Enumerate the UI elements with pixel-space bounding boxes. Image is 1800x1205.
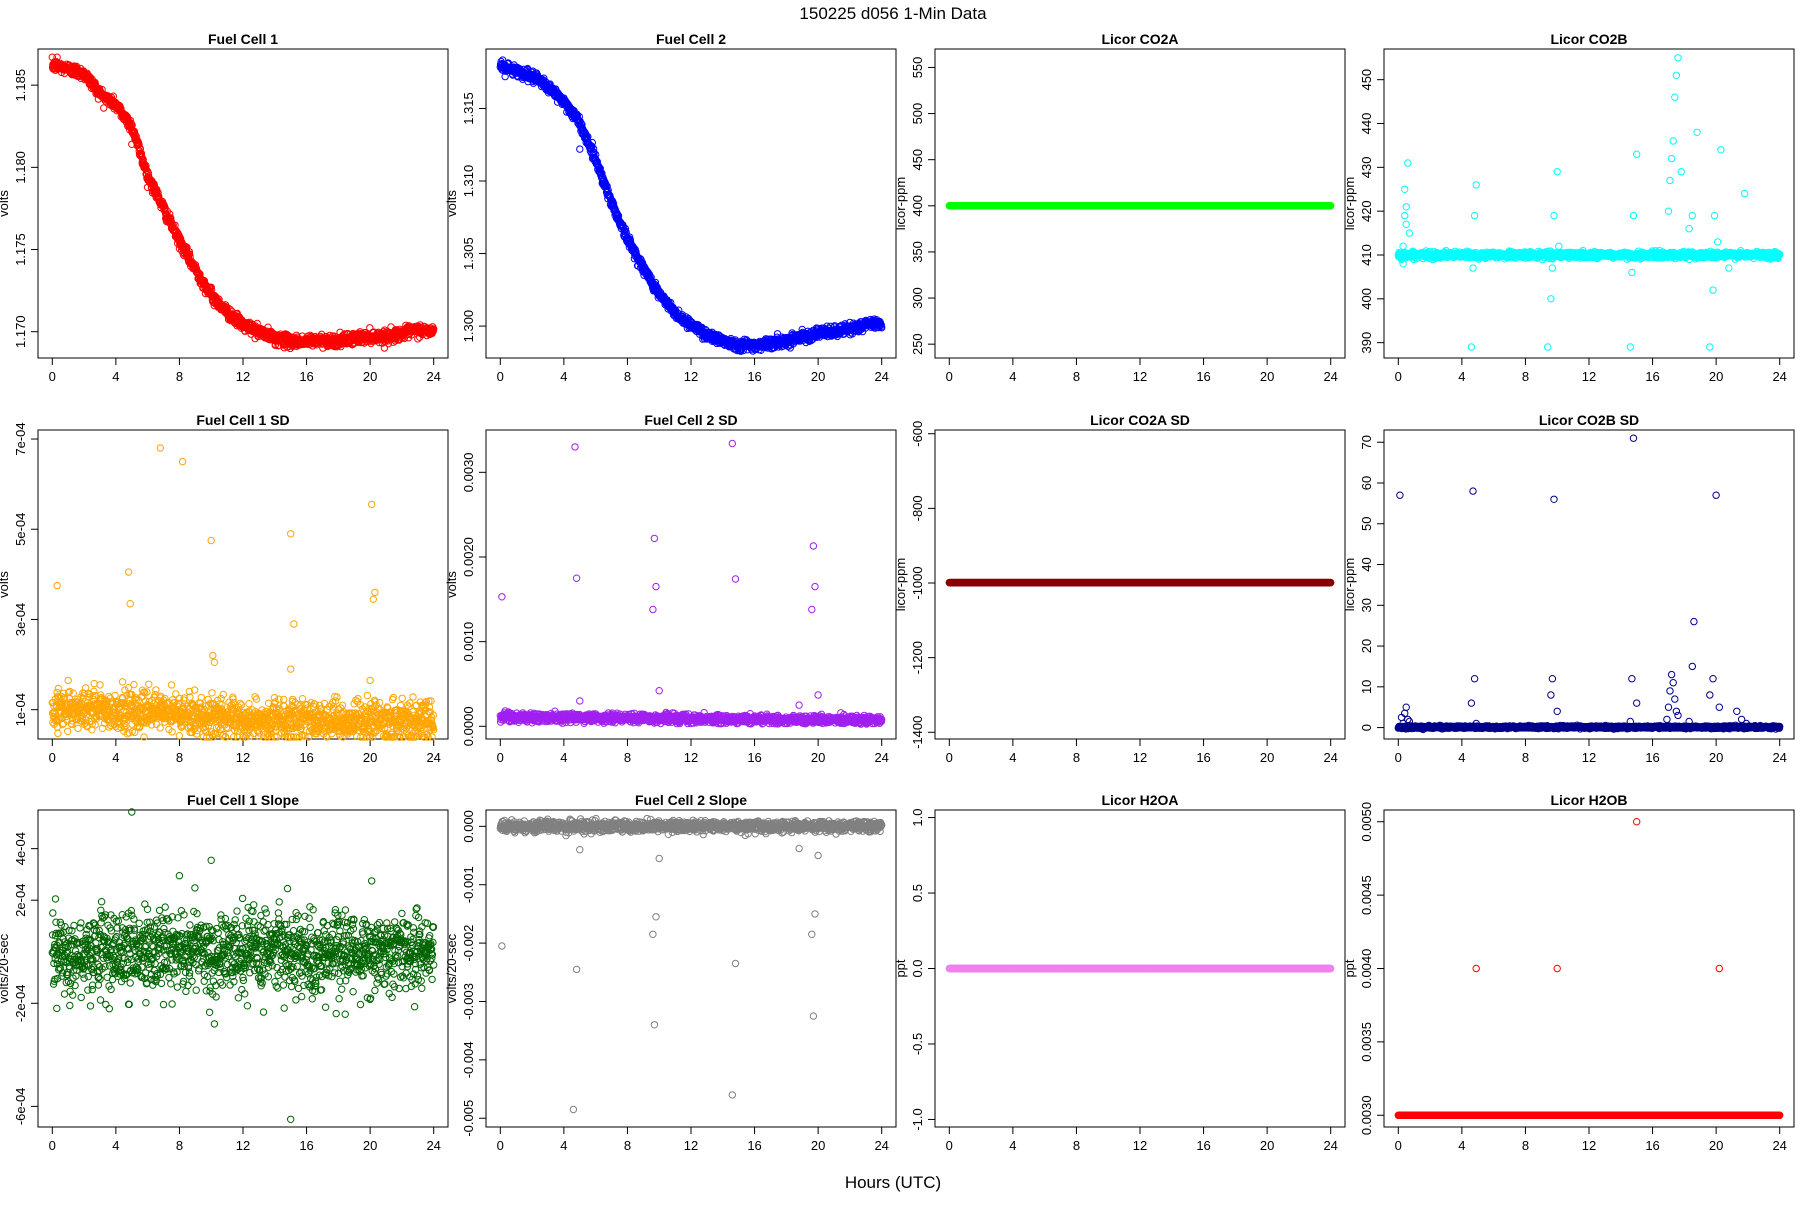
- licor-co2a-x-tick-label: 20: [1260, 369, 1274, 384]
- fuel-cell-1-x-tick-label: 0: [49, 369, 56, 384]
- figure-x-axis-label: Hours (UTC): [845, 1173, 941, 1192]
- licor-co2a-panel: Licor CO2A 0 4 8 12 16 20 24 250 300 350 400 450 500 5…: [893, 31, 1345, 384]
- licor-co2a-y-tick-label: 400: [910, 195, 925, 217]
- licor-co2b-x-tick-label: 0: [1395, 369, 1402, 384]
- licor-co2b-x-tick-label: 24: [1772, 369, 1786, 384]
- licor-co2b-y-tick-label: 400: [1359, 288, 1374, 310]
- fuel-cell-1-y-tick-label: 1.180: [13, 151, 28, 184]
- fuel-cell-2-x-tick-label: 16: [747, 369, 761, 384]
- fuel-cell-1-panel: Fuel Cell 1 0 4 8 12 16 20 24 1.170 1.175 1.180 1.1…: [0, 31, 448, 384]
- licor-co2b-points: [1395, 55, 1783, 351]
- licor-co2b-panel: Licor CO2B 0 4 8 12 16 20 24 390 400 410 420 430 440 4…: [1342, 31, 1794, 384]
- fuel-cell-2-x-tick-label: 24: [874, 369, 888, 384]
- fuel-cell-1-x-tick-label: 20: [363, 369, 377, 384]
- fuel-cell-2-y-tick-label: 1.315: [461, 92, 476, 125]
- licor-co2a-x-tick-label: 8: [1073, 369, 1080, 384]
- fuel-cell-2-y-axis-label: volts: [444, 190, 459, 217]
- fuel-cell-2-x-tick-label: 12: [684, 369, 698, 384]
- licor-co2b-y-tick-label: 450: [1359, 69, 1374, 91]
- licor-co2a-y-tick-label: 500: [910, 103, 925, 125]
- fuel-cell-2-points: [497, 57, 885, 355]
- licor-co2a-y-tick-label: 550: [910, 57, 925, 79]
- licor-co2b-plot-frame: [1384, 49, 1794, 358]
- data-point: [577, 146, 583, 152]
- fuel-cell-1-x-tick-label: 8: [176, 369, 183, 384]
- licor-co2a-title: Licor CO2A: [1101, 31, 1178, 47]
- fuel-cell-2-panel: Fuel Cell 2 0 4 8 12 16 20 24 1.300 1.305 1.310 1.3…: [444, 31, 896, 384]
- licor-co2b-y-tick-label: 430: [1359, 156, 1374, 178]
- fuel-cell-2-title: Fuel Cell 2: [656, 31, 726, 47]
- fuel-cell-1-points: [49, 54, 437, 352]
- licor-co2a-y-tick-label: 300: [910, 287, 925, 309]
- fuel-cell-1-x-tick-label: 4: [112, 369, 119, 384]
- fuel-cell-1-y-axis-label: volts: [0, 190, 11, 217]
- licor-co2a-y-axis-label: licor-ppm: [893, 177, 908, 230]
- licor-co2a-y-tick-label: 350: [910, 241, 925, 263]
- figure-title: 150225 d056 1-Min Data: [799, 4, 987, 23]
- licor-co2a-y-tick-label: 450: [910, 149, 925, 171]
- fuel-cell-1-y-tick-label: 1.170: [13, 315, 28, 348]
- licor-co2b-y-tick-label: 420: [1359, 200, 1374, 222]
- licor-co2a-x-tick-label: 24: [1323, 369, 1337, 384]
- fuel-cell-2-x-tick-label: 0: [497, 369, 504, 384]
- licor-co2b-y-tick-label: 390: [1359, 332, 1374, 354]
- data-point: [101, 105, 107, 111]
- fuel-cell-1-y-tick-label: 1.185: [13, 69, 28, 102]
- licor-co2b-x-tick-label: 16: [1645, 369, 1659, 384]
- licor-co2a-x-tick-label: 0: [946, 369, 953, 384]
- licor-co2b-y-tick-label: 440: [1359, 113, 1374, 135]
- licor-co2b-title: Licor CO2B: [1550, 31, 1627, 47]
- licor-co2b-y-axis-label: licor-ppm: [1342, 177, 1357, 230]
- licor-co2b-x-tick-label: 12: [1582, 369, 1596, 384]
- licor-co2a-x-tick-label: 4: [1009, 369, 1016, 384]
- fuel-cell-2-y-tick-label: 1.300: [461, 310, 476, 343]
- licor-co2a-x-tick-label: 12: [1133, 369, 1147, 384]
- licor-co2b-x-tick-label: 4: [1458, 369, 1465, 384]
- fuel-cell-2-x-tick-label: 20: [811, 369, 825, 384]
- fuel-cell-1-x-tick-label: 24: [426, 369, 440, 384]
- licor-co2b-x-tick-label: 8: [1522, 369, 1529, 384]
- fuel-cell-2-y-tick-label: 1.310: [461, 165, 476, 198]
- fuel-cell-1-y-tick-label: 1.175: [13, 233, 28, 266]
- licor-co2b-y-tick-label: 410: [1359, 244, 1374, 266]
- fuel-cell-1-title: Fuel Cell 1: [208, 31, 278, 47]
- licor-co2a-points: [946, 203, 1334, 209]
- fuel-cell-2-x-tick-label: 8: [624, 369, 631, 384]
- fuel-cell-2-y-tick-label: 1.305: [461, 237, 476, 270]
- fuel-cell-1-x-tick-label: 16: [299, 369, 313, 384]
- licor-co2b-x-tick-label: 20: [1709, 369, 1723, 384]
- licor-co2a-y-tick-label: 250: [910, 333, 925, 355]
- fuel-cell-2-x-tick-label: 4: [560, 369, 567, 384]
- licor-co2a-x-tick-label: 16: [1196, 369, 1210, 384]
- fuel-cell-1-x-tick-label: 12: [236, 369, 250, 384]
